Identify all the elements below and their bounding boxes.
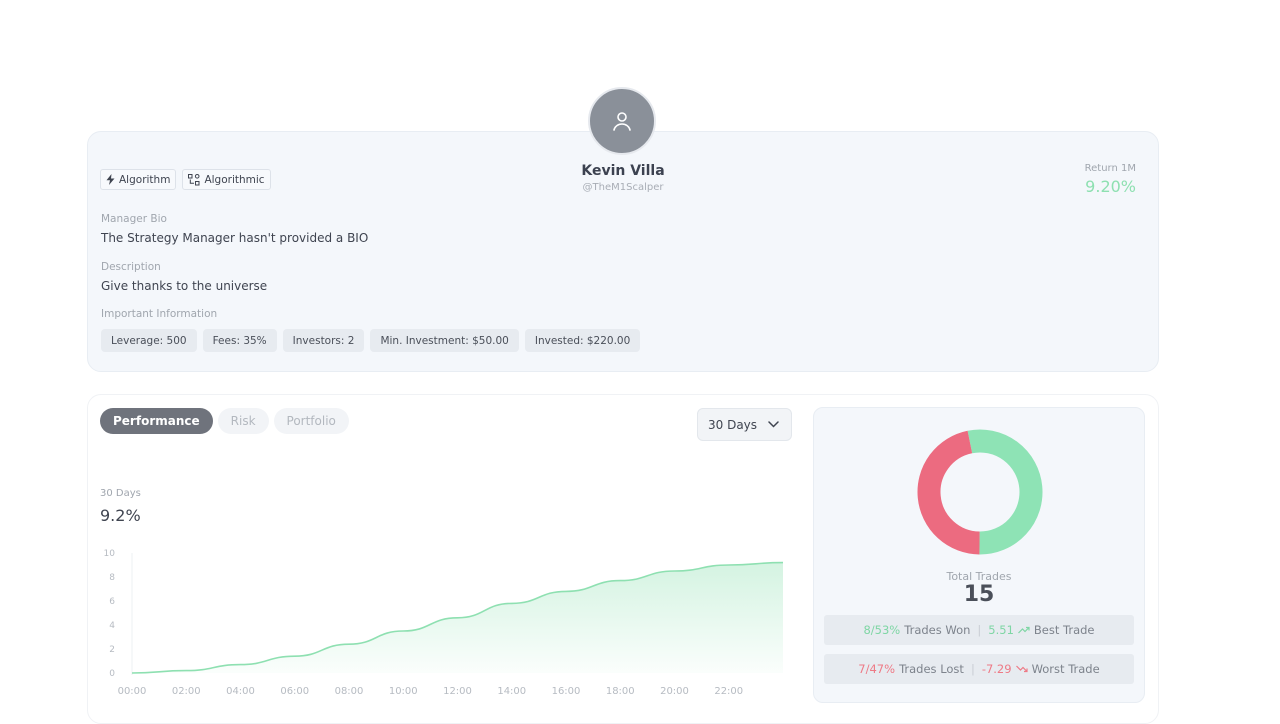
tab-risk[interactable]: Risk <box>217 408 269 434</box>
donut-segment-lost <box>917 430 981 555</box>
y-tick-label: 4 <box>109 621 115 631</box>
y-tick-label: 8 <box>109 573 115 583</box>
avatar <box>588 87 656 155</box>
period-dropdown[interactable]: 30 Days <box>697 408 792 441</box>
performance-chart: 0 2 4 6 8 10 00:00 02:00 04:00 06:00 08:00 10:00 12… <box>104 549 784 697</box>
worst-trade-value: -7.29 <box>981 662 1012 676</box>
tag-algorithmic: Algorithmic <box>182 169 271 190</box>
bio-text: The Strategy Manager hasn't provided a B… <box>101 231 369 245</box>
x-tick-label: 16:00 <box>552 686 581 697</box>
chip-invested: Invested: $220.00 <box>524 329 641 352</box>
info-label: Important Information <box>101 308 218 320</box>
total-trades-label: Total Trades <box>946 570 1012 583</box>
series-line <box>131 561 784 674</box>
bio-label: Manager Bio <box>101 213 167 225</box>
y-tick-label: 10 <box>104 549 116 559</box>
chip-investors: Investors: 2 <box>282 329 365 352</box>
x-tick-label: 02:00 <box>172 686 201 697</box>
series-area <box>132 562 783 673</box>
period-dropdown-value: 30 Days <box>708 417 758 432</box>
manager-name: Kevin Villa <box>581 163 665 179</box>
x-tick-label: 08:00 <box>335 686 364 697</box>
chip-min-investment: Min. Investment: $50.00 <box>370 329 519 352</box>
divider: | <box>970 662 975 676</box>
user-icon <box>613 112 631 131</box>
chip-leverage: Leverage: 500 <box>101 329 197 352</box>
tab-performance[interactable]: Performance <box>100 408 213 434</box>
trades-donut-chart <box>917 429 1043 555</box>
trades-won-label: Trades Won <box>904 623 971 637</box>
trades-lost-value: 7/47% <box>858 662 896 676</box>
description-text: Give thanks to the universe <box>101 279 268 293</box>
y-axis: 0 2 4 6 8 10 <box>104 549 116 679</box>
description-label: Description <box>101 261 161 273</box>
period-return: 9.2% <box>100 506 141 525</box>
x-tick-label: 06:00 <box>280 686 309 697</box>
tag-label: Algorithm <box>119 173 171 186</box>
y-tick-label: 6 <box>109 597 115 607</box>
tag-algorithm: Algorithm <box>100 169 177 190</box>
trades-card: Total Trades 15 8/53% Trades Won | 5.51 … <box>813 407 1145 703</box>
total-trades-value: 15 <box>963 582 995 607</box>
trades-lost-row: 7/47% Trades Lost | -7.29 Worst Trade <box>824 654 1134 684</box>
algorithmic-icon <box>188 173 200 185</box>
best-trade-value: 5.51 <box>988 623 1014 637</box>
divider: | <box>977 623 982 637</box>
worst-trade-label: Worst Trade <box>1031 662 1100 676</box>
tab-bar: Performance Risk Portfolio <box>100 408 349 434</box>
tab-portfolio[interactable]: Portfolio <box>273 408 349 434</box>
y-tick-label: 2 <box>109 645 115 655</box>
return-value: 9.20% <box>1085 177 1136 196</box>
x-tick-label: 04:00 <box>226 686 255 697</box>
x-tick-label: 20:00 <box>660 686 689 697</box>
x-tick-label: 14:00 <box>497 686 526 697</box>
profile-card: Algorithm Algorithmic Kevin Villa @TheM1… <box>87 131 1159 372</box>
trades-won-row: 8/53% Trades Won | 5.51 Best Trade <box>824 615 1134 645</box>
tag-label: Algorithmic <box>204 173 265 186</box>
period-label: 30 Days <box>100 488 141 499</box>
chip-fees: Fees: 35% <box>202 329 277 352</box>
x-axis: 00:00 02:00 04:00 06:00 08:00 10:00 12:00 14:00… <box>118 686 744 697</box>
trades-won-value: 8/53% <box>863 623 901 637</box>
x-tick-label: 22:00 <box>714 686 743 697</box>
x-tick-label: 18:00 <box>606 686 635 697</box>
best-trade-label: Best Trade <box>1033 623 1095 637</box>
trend-down-icon <box>1015 665 1028 673</box>
chevron-down-icon <box>768 421 779 428</box>
manager-handle: @TheM1Scalper <box>582 182 664 193</box>
donut-segment-won <box>967 429 1043 555</box>
bolt-icon <box>106 174 115 185</box>
x-tick-label: 00:00 <box>118 686 147 697</box>
trades-lost-label: Trades Lost <box>899 662 964 676</box>
x-tick-label: 12:00 <box>443 686 472 697</box>
info-chips: Leverage: 500 Fees: 35% Investors: 2 Min… <box>101 329 641 352</box>
strategy-tags: Algorithm Algorithmic <box>100 169 271 190</box>
x-tick-label: 10:00 <box>389 686 418 697</box>
trend-up-icon <box>1017 626 1030 634</box>
y-tick-label: 0 <box>109 669 115 679</box>
return-label: Return 1M <box>1084 163 1136 174</box>
